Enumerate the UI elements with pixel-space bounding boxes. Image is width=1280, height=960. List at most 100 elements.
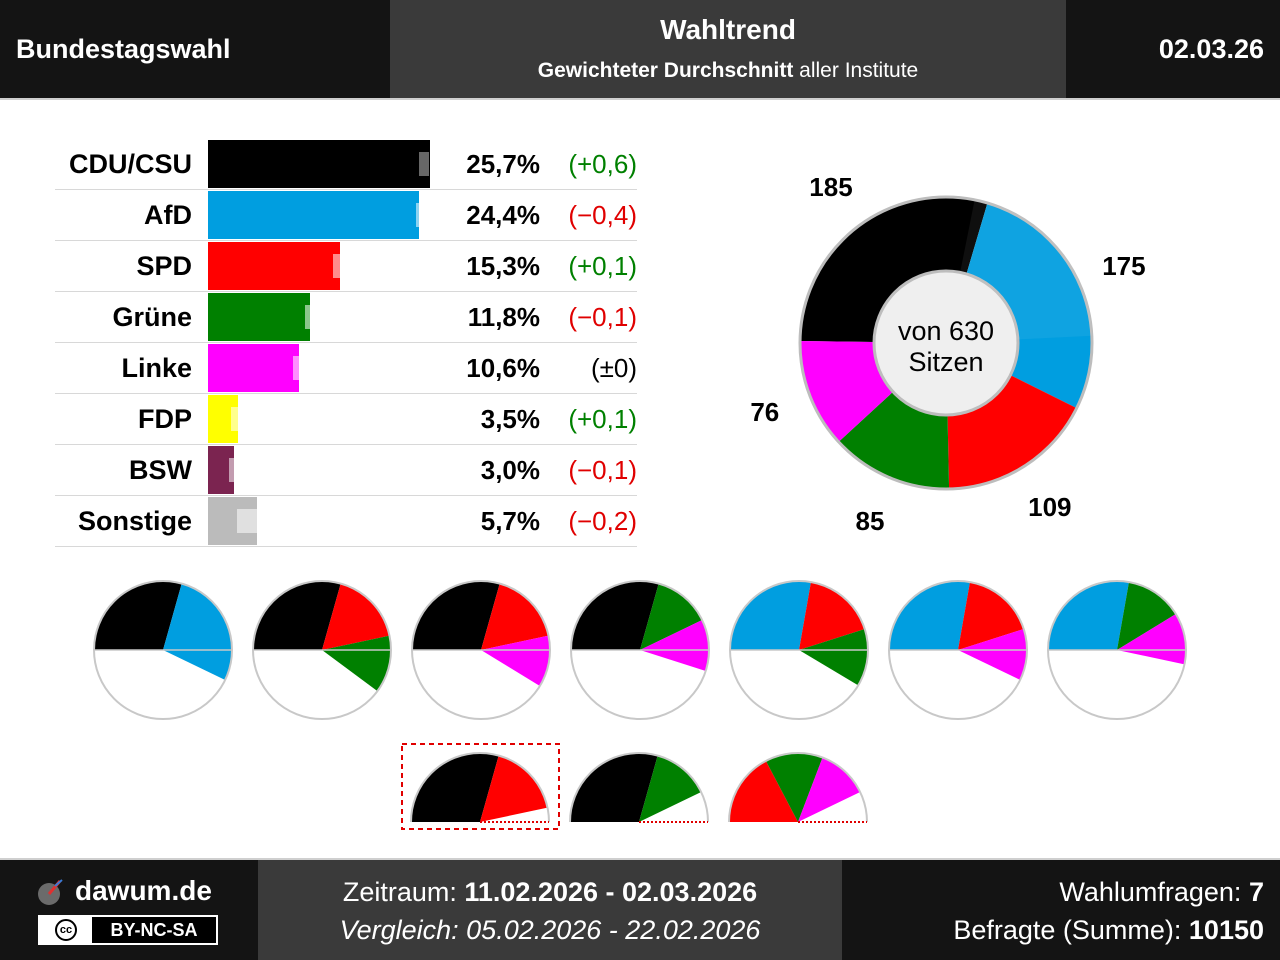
bar-row-afd: AfD 24,4% (−0,4) xyxy=(55,190,637,241)
coalition-slice-linke xyxy=(958,629,1027,680)
bar-change-label: (−0,1) xyxy=(568,455,637,485)
row-separator xyxy=(55,189,637,190)
coalition-slice-afd xyxy=(730,581,811,650)
coalition-halfgauge-spd-gruene-linke xyxy=(728,752,868,823)
coalition-slice-spd xyxy=(480,755,548,822)
coalition-slice-cdu xyxy=(571,581,659,650)
coalition-charts xyxy=(93,580,1187,830)
highlight-frame xyxy=(401,743,560,830)
bar-change-label: (+0,1) xyxy=(568,251,637,281)
coalition-slice-gruene xyxy=(765,753,823,822)
license-text: BY-NC-SA xyxy=(92,917,216,943)
coalition-slice-cdu xyxy=(412,581,500,650)
coalition-slice-spd xyxy=(799,582,865,650)
subtitle-rest: aller Institute xyxy=(799,59,919,82)
footer-brand-block: dawum.de cc BY-NC-SA xyxy=(0,860,258,960)
gauge-outline xyxy=(569,752,709,823)
bar-row-gruene: Grüne 11,8% (−0,1) xyxy=(55,292,637,343)
chart-subtitle: Gewichteter Durchschnitt aller Institute xyxy=(390,59,1066,83)
cc-symbol: cc xyxy=(55,919,77,941)
subtitle-bold: Gewichteter Durchschnitt xyxy=(537,59,794,82)
coalition-slice-spd xyxy=(729,760,798,822)
gauge-outline xyxy=(728,752,868,823)
donut-center-label-2: Sitzen xyxy=(908,347,983,377)
coalition-gauge-afd-spd-linke xyxy=(888,580,1028,720)
footer-divider xyxy=(0,858,1280,860)
coalition-gauge-cdu-spd-linke xyxy=(411,580,551,720)
chart-title: Wahltrend xyxy=(660,14,796,45)
coalition-gauge-cdu-afd xyxy=(93,580,233,720)
bar-label: CDU/CSU xyxy=(68,149,192,179)
coalition-slice-spd xyxy=(322,583,390,650)
bar xyxy=(208,140,430,188)
donut-slice-linke xyxy=(800,340,894,442)
bar-change-label: (−0,4) xyxy=(568,200,637,230)
license-badge[interactable]: cc BY-NC-SA xyxy=(38,915,218,945)
coalition-slice-linke xyxy=(640,620,709,671)
bar-label: BSW xyxy=(129,455,192,485)
bar-label: Sonstige xyxy=(77,506,192,536)
bar-change-label: (+0,1) xyxy=(568,404,637,434)
coalition-slice-spd xyxy=(481,583,549,650)
vergleich-line: Vergleich: 05.02.2026 - 22.02.2026 xyxy=(258,915,842,946)
bar-change-label: (−0,2) xyxy=(568,506,637,536)
bar-row-linke: Linke 10,6% (±0) xyxy=(55,343,637,394)
previous-value-marker xyxy=(293,356,304,380)
bar-label: AfD xyxy=(144,200,192,230)
row-separator xyxy=(55,291,637,292)
bar xyxy=(208,293,310,341)
coalition-gauge-cdu-gruene-linke xyxy=(570,580,710,720)
gauge-outline xyxy=(410,752,550,823)
coalition-slice-gruene xyxy=(1117,582,1176,650)
befragte-line: Befragte (Summe): 10150 xyxy=(953,915,1264,946)
header-date: 02.03.26 xyxy=(1158,33,1264,64)
coalition-slice-spd xyxy=(958,582,1024,650)
donut-center-label-1: von 630 xyxy=(898,316,994,346)
bar-label: SPD xyxy=(136,251,192,281)
zeitraum-value: 11.02.2026 - 02.03.2026 xyxy=(464,877,758,907)
coalition-gauge-afd-gruene-linke xyxy=(1047,580,1187,720)
coalition-slice-afd xyxy=(163,583,233,680)
seat-label-spd: 109 xyxy=(1028,491,1072,522)
coalition-slice-cdu xyxy=(93,581,182,650)
previous-value-marker xyxy=(333,254,344,278)
cc-icon: cc xyxy=(40,917,92,943)
seat-label-linke: 76 xyxy=(750,397,780,428)
bar-label: Linke xyxy=(121,353,192,383)
bar-value-label: 10,6% xyxy=(466,353,540,383)
coalition-slice-linke xyxy=(1117,614,1186,665)
footer: dawum.de cc BY-NC-SA Zeitraum: 11.02.202… xyxy=(0,860,1280,960)
bar-value-label: 3,5% xyxy=(480,404,540,434)
seat-label-cdu-csu: 185 xyxy=(809,171,853,202)
bar-label: FDP xyxy=(138,404,192,434)
row-separator xyxy=(55,342,637,343)
coalition-slice-linke xyxy=(798,757,861,822)
coalition-gauge-cdu-spd-gruene xyxy=(252,580,392,720)
header: Bundestagswahl Wahltrend Gewichteter Dur… xyxy=(0,0,1280,98)
bar-row-bsw: BSW 3,0% (−0,1) xyxy=(55,445,637,496)
umfragen-value: 7 xyxy=(1248,877,1264,907)
bar-row-cdu-csu: CDU/CSU 25,7% (+0,6) xyxy=(55,139,637,190)
header-divider xyxy=(0,98,1280,100)
coalition-slice-afd xyxy=(1048,581,1129,650)
coalition-slice-cdu xyxy=(570,753,658,822)
row-separator xyxy=(55,444,637,445)
coalition-slice-afd xyxy=(889,581,970,650)
brand-name[interactable]: dawum.de xyxy=(75,875,212,906)
seat-label-afd: 175 xyxy=(1102,250,1146,281)
bar-row-sonstige: Sonstige 5,7% (−0,2) xyxy=(55,496,637,547)
previous-value-marker xyxy=(416,203,427,227)
bar xyxy=(208,344,300,392)
bar xyxy=(208,191,419,239)
bar-row-spd: SPD 15,3% (+0,1) xyxy=(55,241,637,292)
seat-label-gruene: 85 xyxy=(855,506,885,537)
dawum-logo-icon xyxy=(38,879,63,905)
bar-value-label: 5,7% xyxy=(480,506,540,536)
header-left-title: Bundestagswahl xyxy=(16,33,231,64)
coalition-slice-gruene xyxy=(799,629,868,686)
donut-outline xyxy=(798,195,1094,491)
bar-value-label: 24,4% xyxy=(466,200,540,230)
coalition-gauge-afd-spd-gruene xyxy=(729,580,869,720)
bar-change-label: (+0,6) xyxy=(568,149,637,179)
